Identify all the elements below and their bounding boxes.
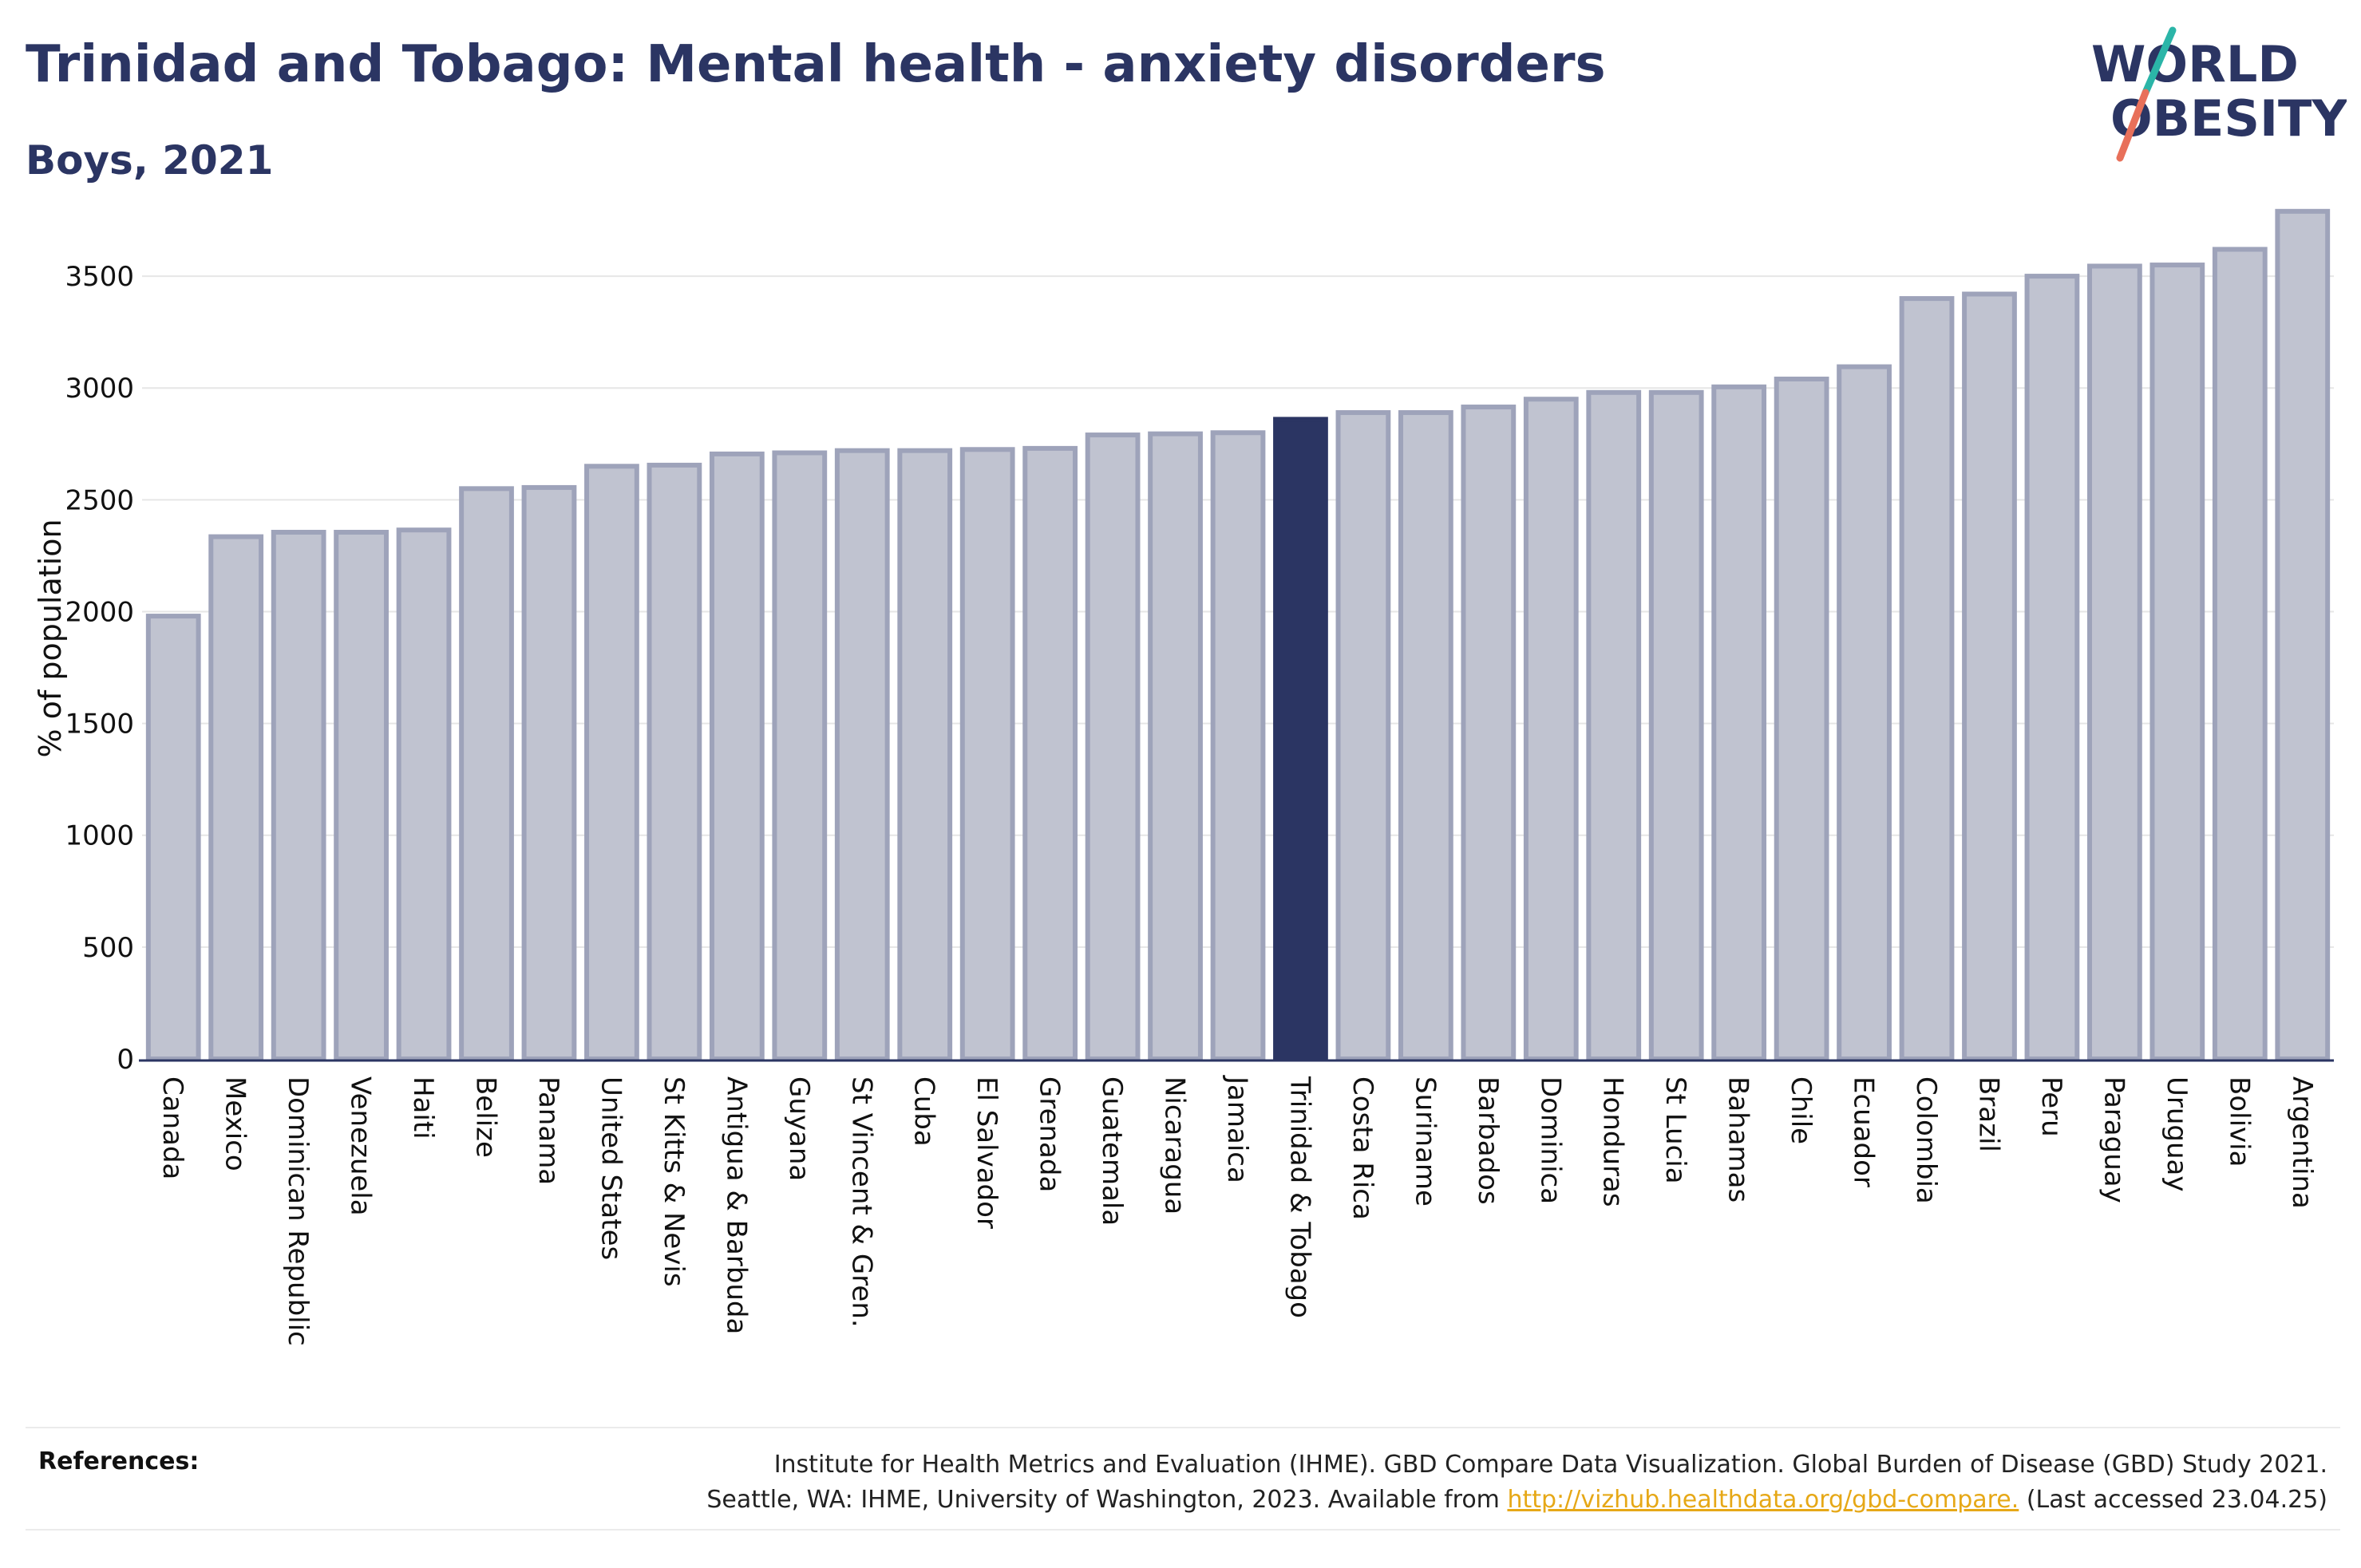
- x-label-ecuador: Ecuador: [1848, 1076, 1880, 1187]
- x-label-costa-rica: Costa Rica: [1347, 1076, 1378, 1220]
- bar-trinidad-tobago: [1273, 417, 1328, 1061]
- x-label-nicaragua: Nicaragua: [1159, 1076, 1191, 1215]
- x-label-bolivia: Bolivia: [2223, 1076, 2255, 1167]
- x-label-bahamas: Bahamas: [1722, 1076, 1754, 1203]
- x-label-grenada: Grenada: [1034, 1076, 1066, 1192]
- x-label-barbados: Barbados: [1472, 1076, 1504, 1205]
- x-label-colombia: Colombia: [1910, 1076, 1942, 1204]
- bar-panama: [521, 484, 577, 1061]
- bar-st-vincent-gren: [834, 448, 890, 1061]
- x-label-paraguay: Paraguay: [2098, 1076, 2130, 1203]
- references-line2-prefix: Seattle, WA: IHME, University of Washing…: [706, 1486, 1508, 1514]
- bar-el-salvador: [959, 447, 1015, 1061]
- bar-haiti: [396, 527, 452, 1061]
- bar-barbados: [1461, 405, 1517, 1061]
- x-label-cuba: Cuba: [908, 1076, 940, 1147]
- logo-slash-bottom: [2116, 89, 2149, 162]
- x-label-dominican-republic: Dominican Republic: [282, 1076, 314, 1346]
- x-label-belize: Belize: [470, 1076, 502, 1158]
- y-tick-3000: 3000: [65, 373, 134, 405]
- bar-jamaica: [1210, 430, 1266, 1061]
- references-line2-suffix: (Last accessed 23.04.25): [2019, 1486, 2327, 1514]
- bar-st-lucia: [1648, 389, 1704, 1061]
- logo-line2: OBESITY: [2110, 89, 2347, 148]
- bar-dominican-republic: [271, 529, 326, 1061]
- x-label-brazil: Brazil: [1972, 1076, 2004, 1152]
- x-label-uruguay: Uruguay: [2161, 1076, 2193, 1192]
- bar-bahamas: [1711, 384, 1767, 1061]
- x-label-canada: Canada: [156, 1076, 188, 1179]
- x-label-st-kitts-nevis: St Kitts & Nevis: [658, 1076, 690, 1287]
- y-tick-2000: 2000: [65, 596, 134, 628]
- x-label-guatemala: Guatemala: [1096, 1076, 1128, 1226]
- x-label-haiti: Haiti: [407, 1076, 439, 1139]
- bar-guatemala: [1085, 432, 1141, 1061]
- x-label-dominica: Dominica: [1534, 1076, 1566, 1204]
- bar-grenada: [1022, 445, 1078, 1061]
- bar-chile: [1774, 377, 1829, 1061]
- bar-bolivia: [2212, 247, 2268, 1061]
- bar-guyana: [772, 450, 828, 1061]
- x-label-panama: Panama: [532, 1076, 564, 1185]
- logo-line1: WORLD: [2091, 35, 2299, 93]
- bar-costa-rica: [1335, 410, 1391, 1061]
- logo-slash-top: [2142, 26, 2177, 97]
- bar-canada: [145, 614, 201, 1061]
- references-label: References:: [38, 1448, 200, 1475]
- bar-honduras: [1586, 389, 1642, 1061]
- bar-argentina: [2275, 208, 2331, 1062]
- bar-brazil: [1962, 291, 2017, 1061]
- bar-dominica: [1523, 397, 1579, 1061]
- bar-belize: [459, 486, 514, 1061]
- x-label-chile: Chile: [1785, 1076, 1817, 1144]
- page-title: Trinidad and Tobago: Mental health - anx…: [26, 35, 1606, 94]
- x-label-antigua-barbuda: Antigua & Barbuda: [720, 1076, 752, 1334]
- x-label-united-states: United States: [595, 1076, 627, 1260]
- x-tick-labels: Canada Mexico Dominican Republic Venezuela H…: [156, 1075, 2318, 1346]
- bar-suriname: [1398, 410, 1453, 1061]
- x-label-argentina: Argentina: [2286, 1076, 2318, 1209]
- y-tick-1500: 1500: [65, 709, 134, 741]
- bar-paraguay: [2087, 263, 2142, 1061]
- x-label-guyana: Guyana: [783, 1076, 815, 1181]
- x-label-st-lucia: St Lucia: [1659, 1076, 1691, 1184]
- bars: [145, 208, 2331, 1062]
- x-label-suriname: Suriname: [1409, 1076, 1441, 1207]
- bar-peru: [2024, 274, 2080, 1062]
- bar-ecuador: [1837, 364, 1892, 1062]
- world-obesity-logo: WORLD OBESITY: [2091, 26, 2347, 162]
- x-label-jamaica: Jamaica: [1221, 1075, 1253, 1183]
- x-label-mexico: Mexico: [219, 1076, 251, 1171]
- references-line1: Institute for Health Metrics and Evaluat…: [773, 1451, 2327, 1479]
- x-label-peru: Peru: [2035, 1076, 2067, 1137]
- y-tick-2500: 2500: [65, 484, 134, 516]
- x-label-trinidad-tobago: Trinidad & Tobago: [1283, 1076, 1315, 1318]
- x-label-honduras: Honduras: [1597, 1076, 1629, 1207]
- bar-antigua-barbuda: [709, 451, 765, 1061]
- x-label-st-vincent-gren: St Vincent & Gren.: [845, 1076, 877, 1328]
- y-tick-1000: 1000: [65, 820, 134, 852]
- x-label-el-salvador: El Salvador: [971, 1076, 1003, 1229]
- page-subtitle: Boys, 2021: [26, 137, 274, 184]
- references-text: Institute for Health Metrics and Evaluat…: [706, 1448, 2327, 1518]
- bar-colombia: [1899, 296, 1955, 1061]
- x-label-venezuela: Venezuela: [345, 1076, 377, 1216]
- bar-venezuela: [334, 529, 389, 1061]
- bar-united-states: [584, 464, 639, 1061]
- y-tick-500: 500: [82, 932, 134, 964]
- bar-st-kitts-nevis: [647, 462, 702, 1061]
- y-tick-0: 0: [117, 1044, 134, 1076]
- y-tick-3500: 3500: [65, 261, 134, 293]
- references-box: References: Institute for Health Metrics…: [26, 1427, 2340, 1530]
- bar-chart: 0 500 1000 1500 2000 2500 3000 3500 Canada Mexic…: [33, 208, 2334, 1346]
- y-tick-labels: 0 500 1000 1500 2000 2500 3000 3500: [65, 261, 134, 1076]
- y-axis-label: % of population: [33, 519, 68, 757]
- references-link[interactable]: http://vizhub.healthdata.org/gbd-compare…: [1507, 1486, 2019, 1514]
- bar-nicaragua: [1148, 431, 1203, 1061]
- bar-mexico: [208, 534, 264, 1061]
- bar-cuba: [897, 448, 953, 1061]
- bar-uruguay: [2149, 263, 2205, 1061]
